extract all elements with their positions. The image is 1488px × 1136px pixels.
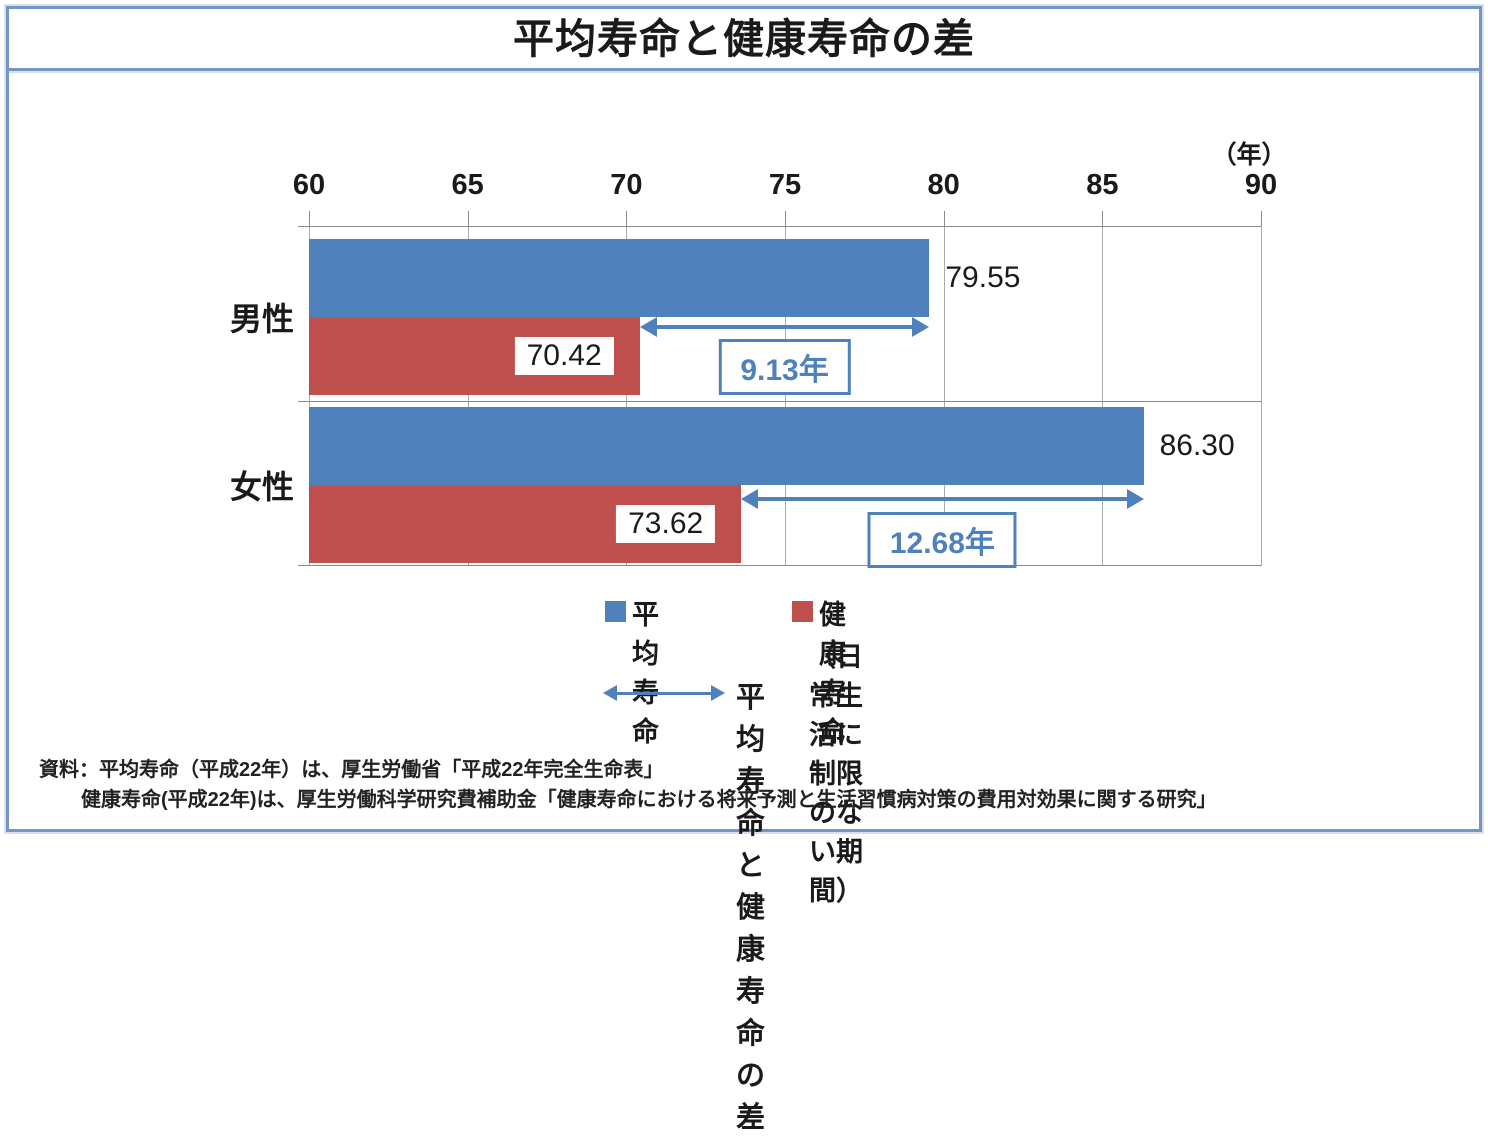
- category-axis-tick: [298, 401, 309, 402]
- value-label-male-average: 79.55: [945, 261, 1021, 294]
- bar-female-average-life: [309, 407, 1144, 485]
- axis-tick-label: 80: [927, 169, 960, 201]
- legend-difference-arrow-icon: [603, 683, 725, 703]
- axis-tick-label: 85: [1086, 169, 1119, 201]
- category-axis-tick: [298, 226, 309, 227]
- chart-frame: 平均寿命と健康寿命の差 （年） 60 65 70 75 80 85 90 男性 女性 79.…: [6, 6, 1482, 1134]
- axis-tick-row: 60 65 70 75 80 85 90: [293, 169, 1277, 226]
- arrow-shaft: [617, 691, 711, 695]
- gridline: [785, 226, 786, 566]
- legend-label-difference: 平均寿命と健康寿命の差: [736, 682, 766, 1134]
- value-axis-tick: [785, 211, 786, 226]
- difference-arrow-male: [639, 316, 930, 338]
- value-axis-tick: [1102, 211, 1104, 226]
- category-axis-tick: [298, 565, 309, 566]
- page-title: 平均寿命と健康寿命の差: [513, 16, 975, 62]
- title-bar: 平均寿命と健康寿命の差: [9, 9, 1479, 71]
- value-label-female-healthy: 73.62: [616, 505, 716, 543]
- value-label-female-average: 86.30: [1159, 429, 1235, 462]
- axis-tick-label: 70: [610, 169, 643, 201]
- gridline: [1102, 226, 1104, 566]
- axis-tick-label: 65: [451, 169, 484, 201]
- category-label-male: 男性: [229, 301, 294, 337]
- arrow-right-head-icon: [912, 317, 930, 337]
- arrow-right-head-icon: [711, 685, 725, 701]
- difference-label-male: 9.13年: [718, 339, 851, 395]
- difference-arrow-female: [741, 488, 1144, 510]
- arrow-left-head-icon: [603, 685, 617, 701]
- source-line-2: 健康寿命(平成22年)は、厚生労働科学研究費補助金「健康寿命における将来予測と生…: [81, 789, 1217, 811]
- axis-tick-label: 75: [768, 169, 802, 201]
- arrow-left-head-icon: [741, 489, 759, 509]
- gridline: [943, 226, 945, 566]
- plot-top-line: [309, 226, 1261, 227]
- value-axis-tick: [309, 211, 310, 226]
- value-axis-tick: [467, 211, 469, 226]
- gridline: [467, 226, 469, 566]
- gridline: [626, 226, 628, 566]
- value-axis-tick: [626, 211, 628, 226]
- source-line-1: 資料：平均寿命（平成22年）は、厚生労働省「平成22年完全生命表」: [39, 759, 664, 781]
- value-axis-tick: [943, 211, 945, 226]
- gridline: [309, 226, 310, 566]
- axis-tick-label: 90: [1244, 169, 1278, 201]
- arrow-left-head-icon: [639, 317, 657, 337]
- arrow-shaft: [758, 497, 1127, 501]
- arrow-shaft: [656, 325, 913, 329]
- gridline: [1261, 226, 1262, 566]
- source-note: 資料：平均寿命（平成22年）は、厚生労働省「平成22年完全生命表」 健康寿命(平…: [39, 755, 1217, 815]
- row-separator-line: [309, 401, 1261, 402]
- axis-unit-label: （年）: [1211, 141, 1287, 169]
- bar-male-average-life: [309, 239, 930, 317]
- category-label-female: 女性: [229, 469, 294, 505]
- value-axis-tick: [1261, 211, 1262, 226]
- axis-tick-label: 60: [292, 169, 326, 201]
- plot-bottom-line: [309, 565, 1261, 566]
- legend-label-average: 平均寿命: [632, 600, 659, 747]
- legend-label-healthy: 健康寿命: [819, 600, 846, 747]
- arrow-right-head-icon: [1126, 489, 1144, 509]
- difference-label-female: 12.68年: [867, 512, 1017, 568]
- value-label-male-healthy: 70.42: [514, 337, 614, 375]
- legend-swatch-healthy: [792, 601, 813, 622]
- legend-swatch-average: [605, 601, 626, 622]
- plot-area: 男性 女性 79.55 86.30 70.42 73.62 9.13年 12.6…: [230, 226, 1262, 568]
